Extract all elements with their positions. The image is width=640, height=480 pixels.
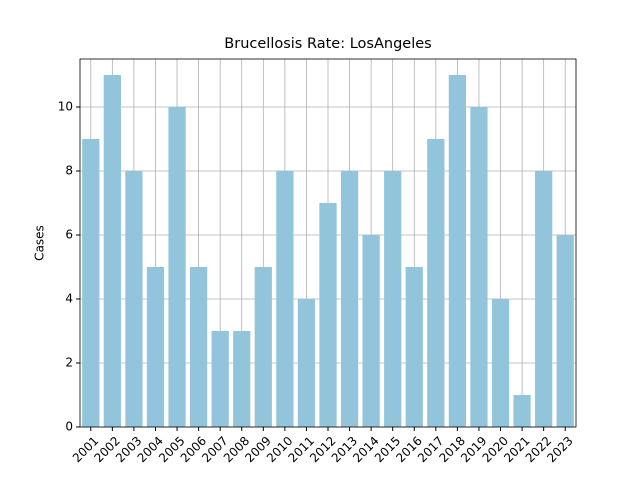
bar [233, 331, 251, 427]
bar [340, 171, 359, 427]
y-tick-label: 4 [65, 292, 73, 306]
bar [535, 171, 553, 427]
y-tick-label: 0 [65, 420, 73, 434]
bar [276, 171, 294, 427]
bar [319, 203, 337, 427]
bar [103, 75, 121, 427]
bar [384, 171, 402, 427]
bar [491, 299, 510, 427]
bar [556, 235, 574, 427]
bar [168, 107, 186, 427]
bar [513, 395, 531, 427]
y-axis-label: Cases [33, 225, 47, 261]
bar [427, 139, 445, 427]
bar [470, 107, 488, 427]
bar [211, 331, 229, 427]
y-tick-label: 10 [58, 100, 73, 114]
bar [189, 267, 208, 427]
bar [405, 267, 423, 427]
bar [125, 171, 143, 427]
chart-title: Brucellosis Rate: LosAngeles [224, 36, 431, 52]
bar [254, 267, 272, 427]
y-tick-label: 6 [65, 228, 73, 242]
y-tick-label: 8 [65, 164, 73, 178]
bar [146, 267, 165, 427]
y-tick-label: 2 [65, 356, 73, 370]
bar [448, 75, 467, 427]
bar [82, 139, 100, 427]
bar [362, 235, 380, 427]
bar [297, 299, 316, 427]
plot-frame [79, 58, 577, 428]
